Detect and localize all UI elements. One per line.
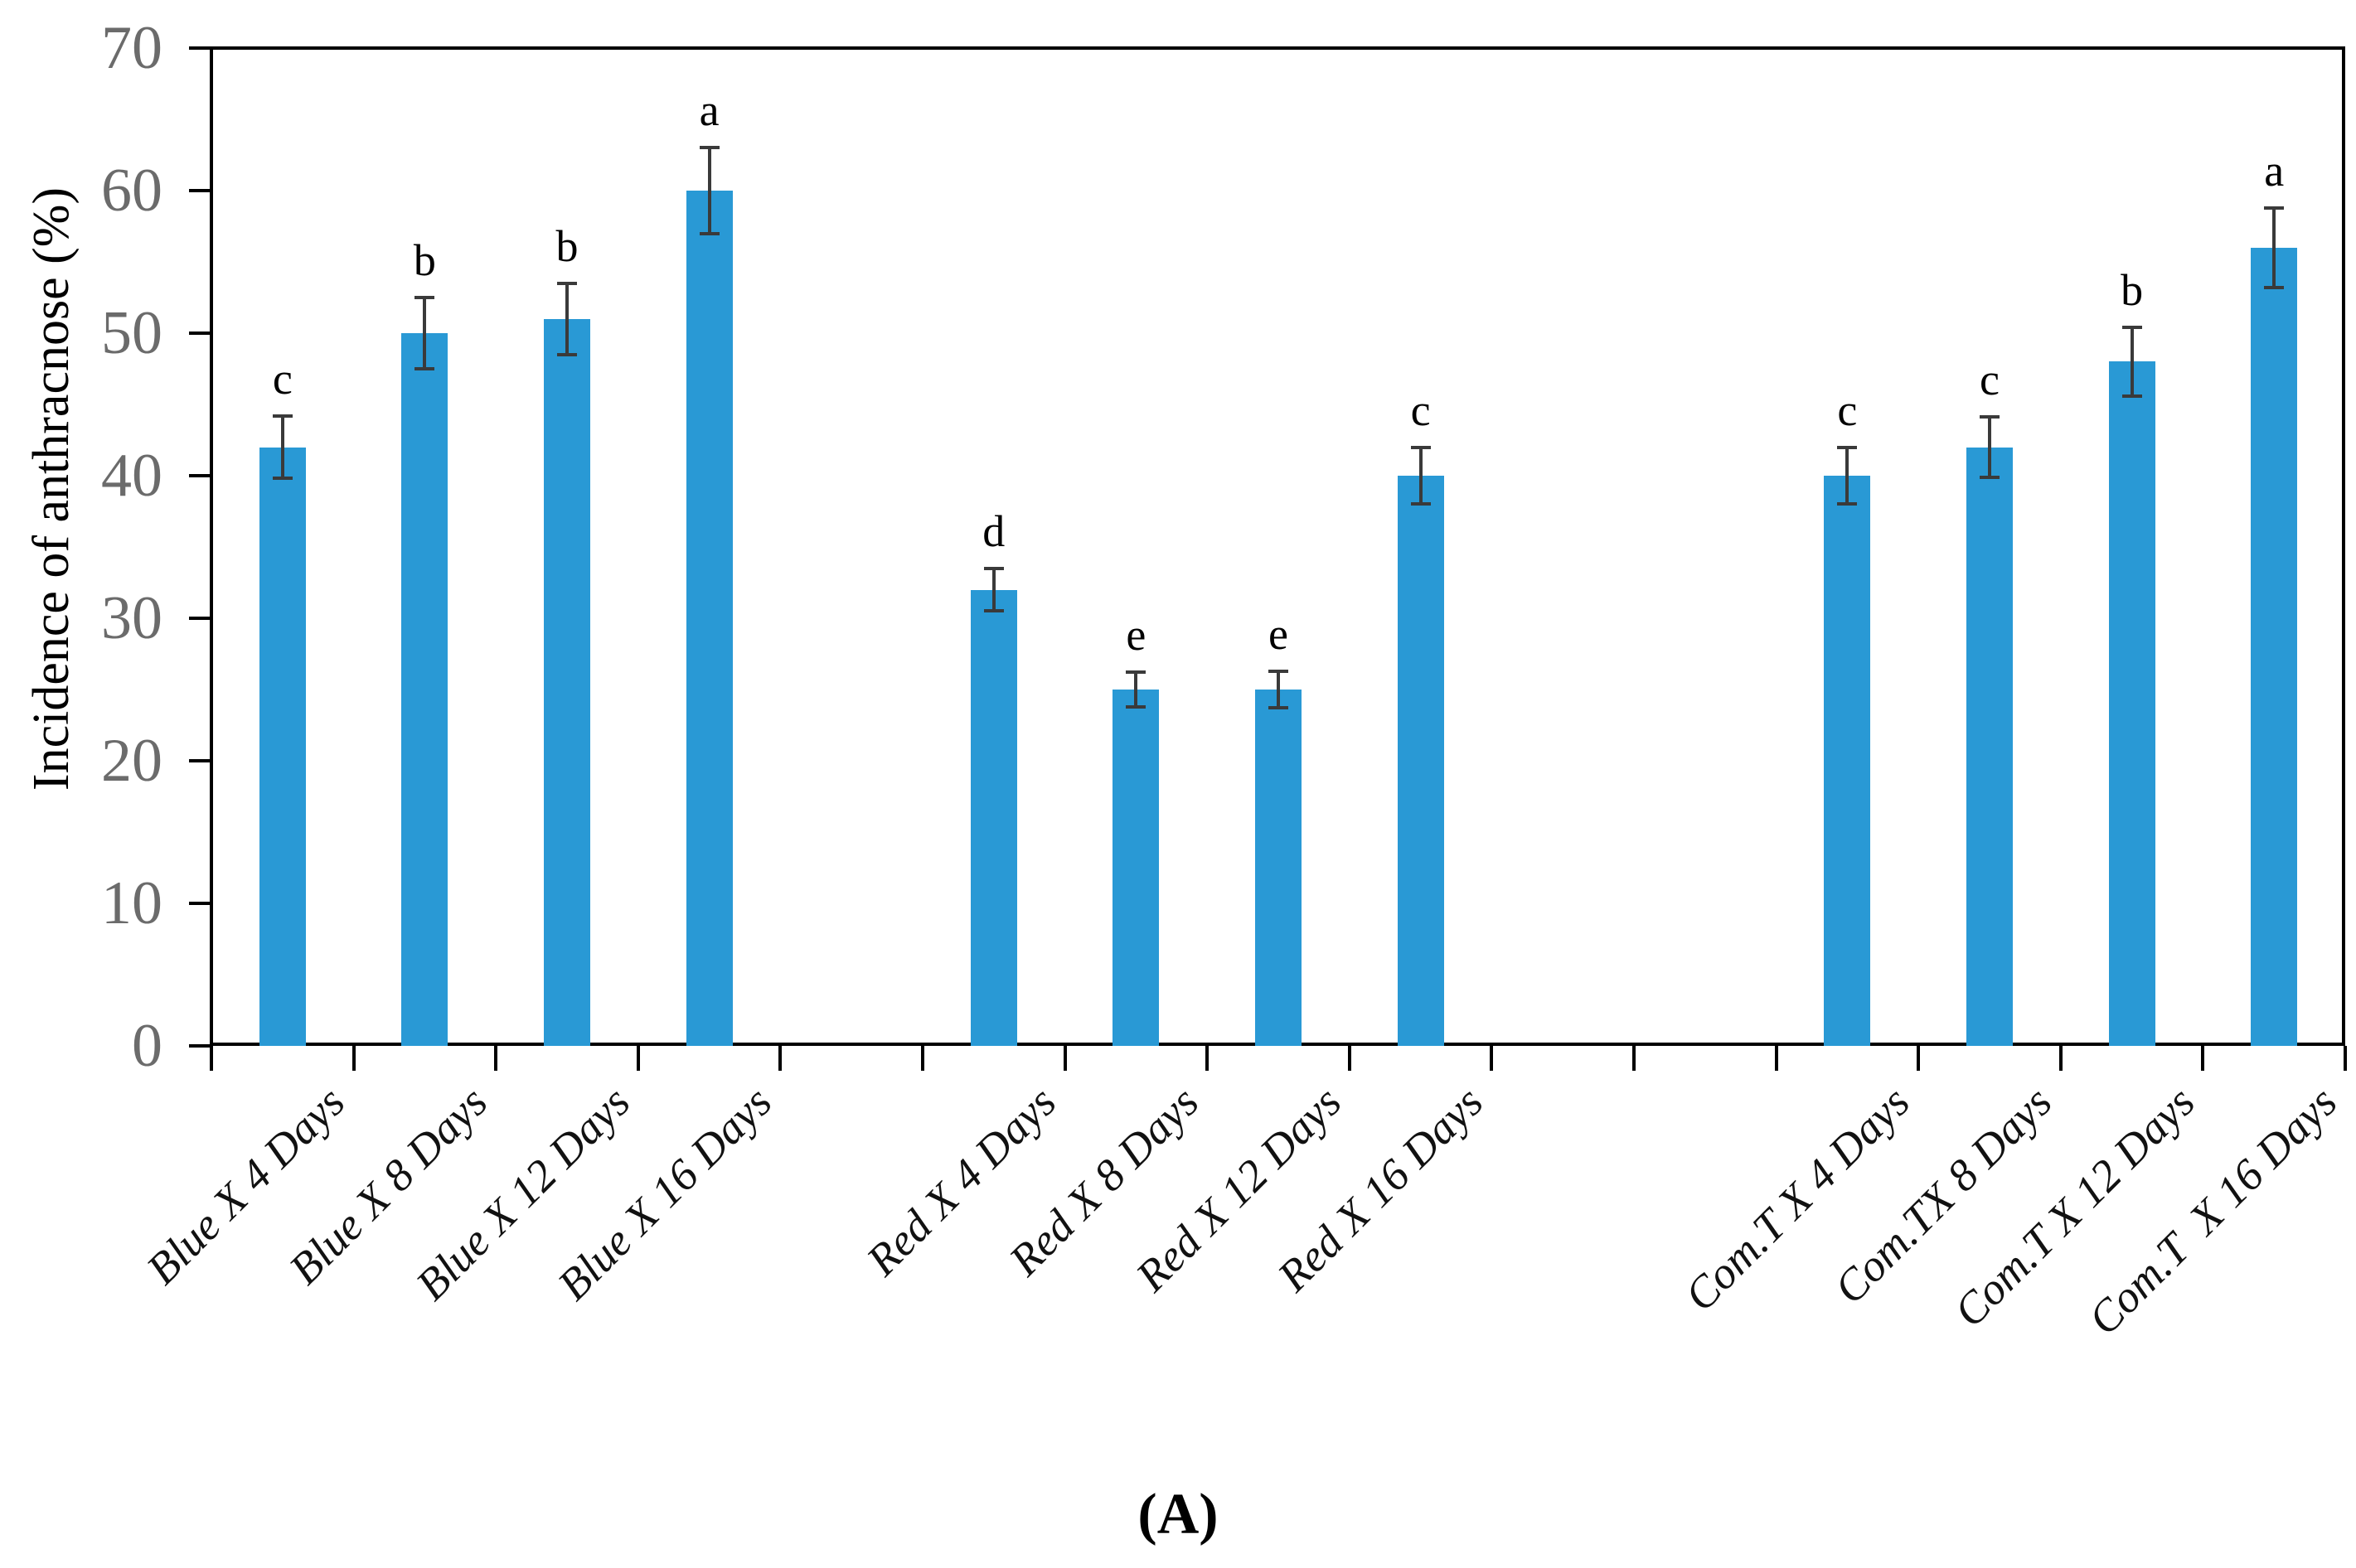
significance-letter: d xyxy=(982,506,1006,556)
error-bar-whisker xyxy=(991,568,996,612)
significance-letter: e xyxy=(1126,610,1146,661)
x-axis-tick xyxy=(2344,1046,2347,1071)
error-bar-whisker xyxy=(423,298,427,369)
bar xyxy=(1113,690,1160,1046)
significance-letter: e xyxy=(1268,608,1288,659)
error-bar-cap-top xyxy=(414,296,435,299)
x-axis-tick xyxy=(1774,1046,1778,1071)
error-bar-cap-top xyxy=(983,566,1004,570)
error-bar-cap-bottom xyxy=(2264,285,2285,289)
y-axis-tick xyxy=(189,759,211,762)
error-bar-cap-bottom xyxy=(272,477,293,481)
y-tick-label: 50 xyxy=(101,299,162,367)
error-bar-cap-top xyxy=(1268,669,1288,673)
error-bar-whisker xyxy=(1845,447,1849,505)
error-bar-cap-top xyxy=(2121,326,2142,330)
error-bar-cap-top xyxy=(1410,445,1431,449)
y-axis-tick xyxy=(189,617,211,620)
error-bar-whisker xyxy=(1988,417,1991,477)
error-bar-whisker xyxy=(280,415,284,479)
bar xyxy=(686,191,733,1046)
x-axis-tick xyxy=(1347,1046,1351,1071)
bar xyxy=(970,589,1017,1046)
x-tick-label: Com.T X 16 Days xyxy=(2078,1077,2346,1345)
bar xyxy=(544,318,590,1046)
bar xyxy=(2108,361,2155,1046)
y-axis-tick xyxy=(189,46,211,50)
error-bar-whisker xyxy=(565,283,569,355)
x-tick-label: Com.T X 12 Days xyxy=(1944,1077,2204,1337)
significance-letter: c xyxy=(272,353,293,404)
bar xyxy=(2251,247,2298,1046)
bar xyxy=(1966,447,2013,1046)
bar xyxy=(1397,476,1444,1046)
error-bar-cap-bottom xyxy=(699,231,720,235)
bar xyxy=(401,333,448,1046)
y-tick-label: 30 xyxy=(101,584,162,652)
y-tick-label: 10 xyxy=(101,869,162,937)
significance-letter: c xyxy=(1980,355,2000,405)
x-axis-tick xyxy=(351,1046,356,1071)
x-axis-tick xyxy=(1490,1046,1494,1071)
error-bar-cap-bottom xyxy=(983,609,1004,613)
x-axis-tick xyxy=(636,1046,640,1071)
error-bar-cap-top xyxy=(2264,206,2285,210)
y-axis-tick xyxy=(189,902,211,905)
x-axis-tick xyxy=(2201,1046,2205,1071)
bar xyxy=(1824,476,1871,1046)
x-axis-tick xyxy=(778,1046,783,1071)
error-bar-whisker xyxy=(707,148,711,234)
error-bar-cap-bottom xyxy=(1980,475,2000,479)
error-bar-cap-bottom xyxy=(414,367,435,370)
significance-letter: a xyxy=(699,85,720,136)
error-bar-cap-bottom xyxy=(1126,704,1146,709)
significance-letter: c xyxy=(1837,385,1858,435)
error-bar-cap-top xyxy=(1980,415,2000,419)
significance-letter: c xyxy=(1410,385,1431,435)
x-axis-tick xyxy=(494,1046,498,1071)
y-tick-label: 20 xyxy=(101,727,162,795)
x-axis-tick xyxy=(1063,1046,1067,1071)
error-bar-cap-top xyxy=(1837,445,1858,449)
error-bar-cap-top xyxy=(557,281,577,285)
error-bar-cap-bottom xyxy=(1268,706,1288,710)
bar xyxy=(1255,690,1302,1046)
error-bar-cap-bottom xyxy=(557,352,577,356)
error-bar-whisker xyxy=(1418,447,1423,505)
significance-letter: a xyxy=(2264,145,2285,196)
y-axis-title: Incidence of anthracnose (%) xyxy=(23,186,80,791)
y-axis-tick xyxy=(189,189,211,192)
y-axis-tick xyxy=(189,1044,211,1048)
error-bar-cap-bottom xyxy=(2121,394,2142,398)
x-axis-tick xyxy=(1205,1046,1210,1071)
error-bar-cap-top xyxy=(699,146,720,150)
significance-letter: b xyxy=(555,220,579,271)
y-tick-label: 0 xyxy=(132,1012,162,1080)
x-axis-tick xyxy=(1632,1046,1636,1071)
significance-letter: b xyxy=(2121,265,2144,316)
figure-caption: (A) xyxy=(1137,1483,1219,1546)
y-tick-label: 70 xyxy=(101,14,162,82)
y-axis-tick xyxy=(189,332,211,335)
x-axis-tick xyxy=(210,1046,213,1071)
error-bar-cap-bottom xyxy=(1837,502,1858,506)
x-axis-tick xyxy=(1917,1046,1921,1071)
error-bar-cap-bottom xyxy=(1410,502,1431,506)
error-bar-whisker xyxy=(2272,207,2276,288)
error-bar-whisker xyxy=(1134,672,1138,707)
significance-letter: b xyxy=(413,235,436,285)
x-axis-tick xyxy=(2058,1046,2063,1071)
y-axis-tick xyxy=(189,474,211,477)
bar xyxy=(259,447,306,1046)
y-tick-label: 60 xyxy=(101,157,162,225)
error-bar-whisker xyxy=(2130,327,2134,396)
error-bar-whisker xyxy=(1277,670,1280,709)
x-axis-tick xyxy=(921,1046,924,1071)
y-tick-label: 40 xyxy=(101,442,162,510)
error-bar-cap-top xyxy=(272,414,293,418)
error-bar-cap-top xyxy=(1126,670,1146,675)
